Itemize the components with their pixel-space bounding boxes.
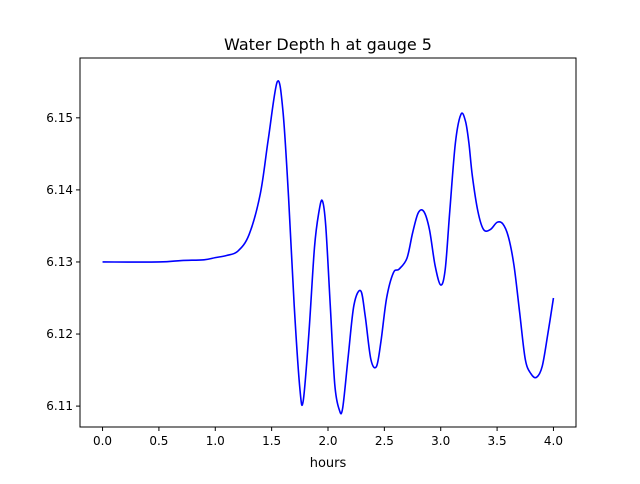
- chart-title: Water Depth h at gauge 5: [224, 35, 432, 54]
- x-tick-label: 0.0: [93, 434, 112, 448]
- y-tick-label: 6.12: [46, 327, 73, 341]
- y-tick-label: 6.11: [46, 399, 73, 413]
- y-tick-label: 6.13: [46, 255, 73, 269]
- x-tick-label: 3.5: [488, 434, 507, 448]
- x-tick-label: 1.0: [206, 434, 225, 448]
- x-tick-label: 1.5: [262, 434, 281, 448]
- x-tick-label: 0.5: [149, 434, 168, 448]
- plot-area: [102, 80, 555, 415]
- x-tick-label: 4.0: [544, 434, 563, 448]
- series-line-0: [102, 80, 555, 415]
- x-tick-label: 2.0: [318, 434, 337, 448]
- x-tick-label: 3.0: [431, 434, 450, 448]
- x-axis: 0.0 0.5 1.0 1.5 2.0 2.5 3.0 3.5 4.0: [93, 427, 563, 448]
- y-tick-label: 6.15: [46, 111, 73, 125]
- y-tick-label: 6.14: [46, 183, 73, 197]
- x-tick-label: 2.5: [375, 434, 394, 448]
- y-axis: 6.11 6.12 6.13 6.14 6.15: [46, 111, 80, 413]
- x-axis-label: hours: [310, 456, 347, 471]
